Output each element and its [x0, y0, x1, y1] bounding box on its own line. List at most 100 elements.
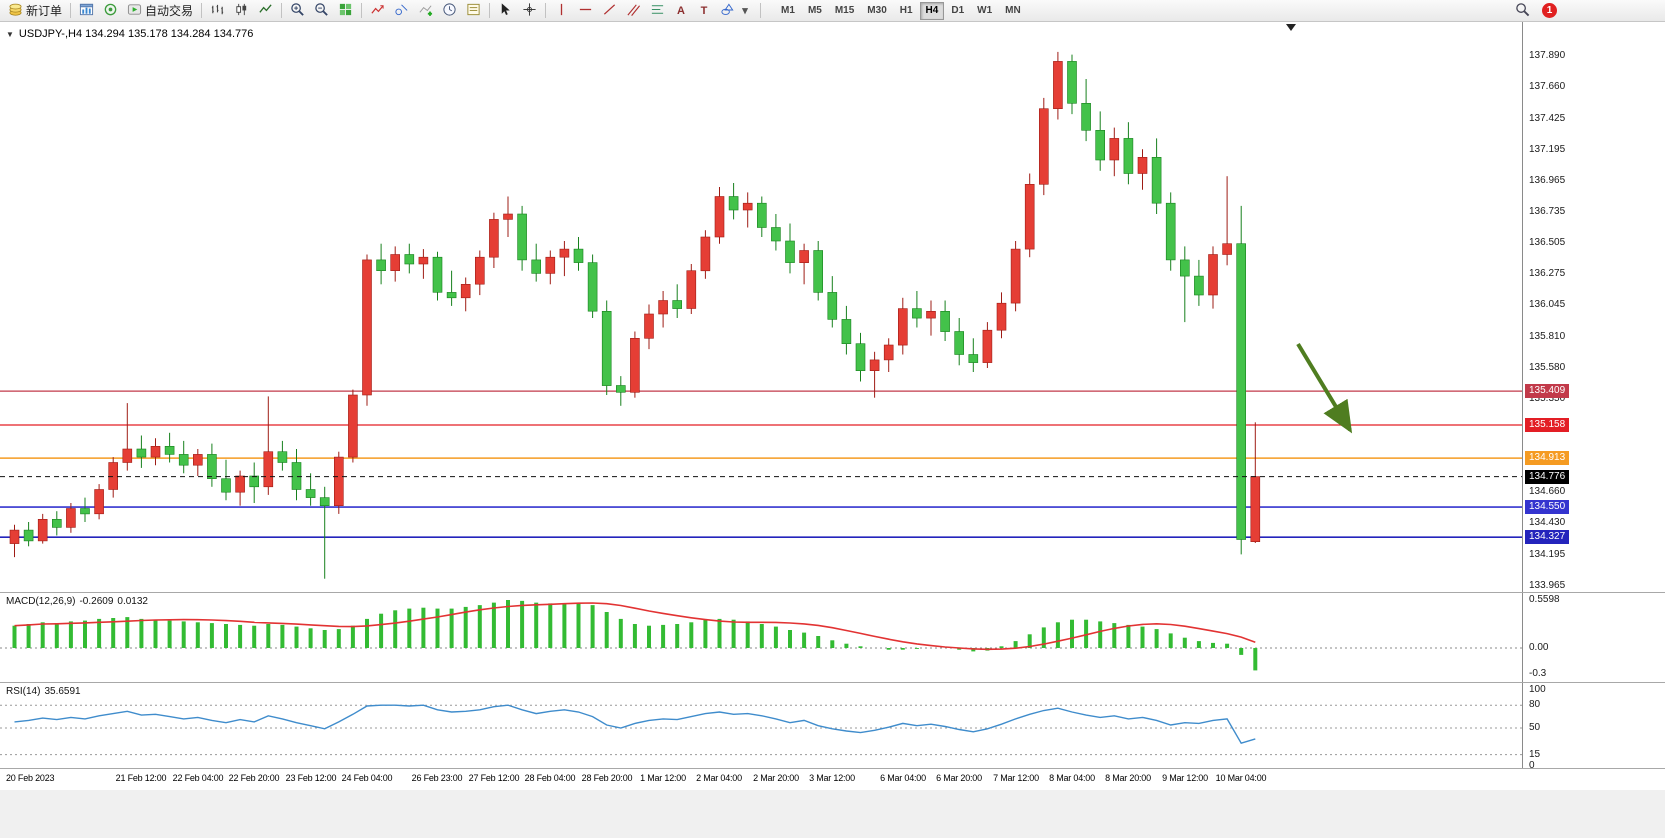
candlestick[interactable] — [263, 396, 274, 495]
macd-panel[interactable]: MACD(12,26,9) -0.2609 0.0132 — [0, 593, 1522, 682]
candlestick[interactable] — [869, 351, 880, 398]
candlestick[interactable] — [418, 249, 429, 279]
candlestick[interactable] — [573, 237, 584, 271]
candlestick[interactable] — [813, 241, 824, 301]
candlestick[interactable] — [333, 451, 344, 514]
candlestick[interactable] — [235, 470, 245, 506]
arrow-annotation[interactable] — [1296, 342, 1353, 434]
horizontal-line-button[interactable] — [574, 1, 597, 21]
candlestick[interactable] — [66, 503, 76, 533]
add-indicator-button[interactable] — [414, 1, 437, 21]
candlestick[interactable] — [855, 332, 866, 382]
candlestick[interactable] — [1194, 259, 1204, 306]
candlestick[interactable] — [1081, 79, 1091, 142]
zoom-in-button[interactable] — [286, 1, 309, 21]
candlestick[interactable] — [517, 205, 527, 271]
candlestick[interactable] — [1165, 192, 1176, 271]
indicators-button[interactable] — [366, 1, 389, 21]
candlestick[interactable] — [926, 300, 936, 336]
candlestick[interactable] — [348, 389, 358, 463]
candlestick[interactable] — [968, 338, 979, 372]
candlestick[interactable] — [221, 459, 231, 501]
candlestick[interactable] — [1067, 54, 1077, 115]
candlestick[interactable] — [1236, 205, 1246, 555]
candlestick[interactable] — [601, 300, 612, 396]
timeframe-d1[interactable]: D1 — [945, 2, 970, 20]
candlestick[interactable] — [1010, 241, 1021, 312]
auto-trading-button[interactable]: 自动交易 — [123, 1, 197, 21]
candlestick[interactable] — [700, 230, 711, 279]
candlestick[interactable] — [1053, 51, 1063, 120]
price-axis[interactable]: 137.890 137.660 137.425 137.195 136.965 136.7… — [1522, 22, 1665, 771]
market-watch-button[interactable] — [99, 1, 122, 21]
bar-chart-button[interactable] — [206, 1, 229, 21]
candlestick[interactable] — [799, 243, 809, 285]
candlestick[interactable] — [1123, 122, 1134, 185]
candlestick[interactable] — [291, 449, 302, 501]
candlestick[interactable] — [1109, 127, 1120, 177]
macd-chart[interactable] — [0, 593, 1522, 682]
candlestick-chart-button[interactable] — [230, 1, 253, 21]
candlestick[interactable] — [940, 300, 950, 342]
candlestick[interactable] — [9, 524, 20, 558]
candlestick[interactable] — [771, 214, 781, 251]
time-axis[interactable]: 20 Feb 2023 21 Feb 12:00 22 Feb 04:00 22 Fe… — [0, 769, 1665, 790]
candlestick[interactable] — [630, 331, 640, 398]
expand-arrow-icon[interactable]: ▼ — [6, 29, 14, 39]
candlestick[interactable] — [1039, 97, 1049, 196]
candlestick[interactable] — [1151, 138, 1162, 214]
candlestick[interactable] — [756, 196, 767, 238]
price-chart[interactable] — [0, 22, 1522, 592]
candlestick[interactable] — [474, 250, 485, 296]
candlestick[interactable] — [80, 497, 90, 522]
panel-divider[interactable] — [0, 592, 1665, 593]
candlestick[interactable] — [390, 246, 401, 282]
templates-button[interactable] — [462, 1, 485, 21]
candlestick[interactable] — [658, 291, 668, 328]
candlestick[interactable] — [827, 276, 838, 328]
candlestick[interactable] — [728, 183, 739, 220]
candlestick[interactable] — [376, 243, 386, 285]
timeframe-mn[interactable]: MN — [999, 2, 1027, 20]
search-button[interactable] — [1511, 1, 1534, 21]
candlestick[interactable] — [207, 443, 217, 487]
candlestick[interactable] — [1180, 246, 1190, 323]
timeframe-h4[interactable]: H4 — [919, 1, 945, 20]
shapes-button[interactable]: ▾ — [716, 1, 756, 21]
candlestick[interactable] — [489, 212, 499, 268]
crosshair-button[interactable] — [518, 1, 541, 21]
candlestick[interactable] — [1222, 176, 1232, 266]
candlestick[interactable] — [37, 513, 48, 544]
candlestick[interactable] — [164, 432, 175, 463]
chart-profiles-button[interactable] — [75, 1, 98, 21]
candlestick[interactable] — [305, 473, 316, 506]
candlestick[interactable] — [545, 250, 556, 285]
timeframe-m5[interactable]: M5 — [802, 2, 828, 20]
candlestick[interactable] — [193, 449, 203, 476]
period-button[interactable] — [438, 1, 461, 21]
tile-windows-button[interactable] — [334, 1, 357, 21]
candlestick[interactable] — [1095, 111, 1105, 171]
candlestick[interactable] — [714, 187, 725, 244]
candlestick[interactable] — [982, 322, 993, 368]
candlestick[interactable] — [841, 305, 852, 355]
candlestick[interactable] — [1250, 422, 1261, 543]
candlestick[interactable] — [686, 264, 697, 314]
candlestick[interactable] — [531, 243, 542, 282]
timeframe-m15[interactable]: M15 — [829, 2, 860, 20]
cursor-button[interactable] — [494, 1, 517, 21]
candlestick[interactable] — [883, 338, 894, 372]
zoom-out-button[interactable] — [310, 1, 333, 21]
candlestick[interactable] — [503, 196, 513, 238]
candlestick[interactable] — [446, 270, 457, 306]
candlestick[interactable] — [460, 277, 471, 312]
candlestick[interactable] — [996, 292, 1007, 339]
candlestick[interactable] — [108, 457, 118, 498]
chart-shift-marker[interactable] — [1286, 24, 1296, 31]
candlestick[interactable] — [362, 254, 372, 406]
candlestick[interactable] — [1137, 149, 1148, 190]
candlestick[interactable] — [587, 254, 598, 319]
candlestick[interactable] — [136, 435, 147, 468]
new-order-button[interactable]: 新订单 — [4, 1, 66, 21]
candlestick[interactable] — [559, 241, 570, 277]
